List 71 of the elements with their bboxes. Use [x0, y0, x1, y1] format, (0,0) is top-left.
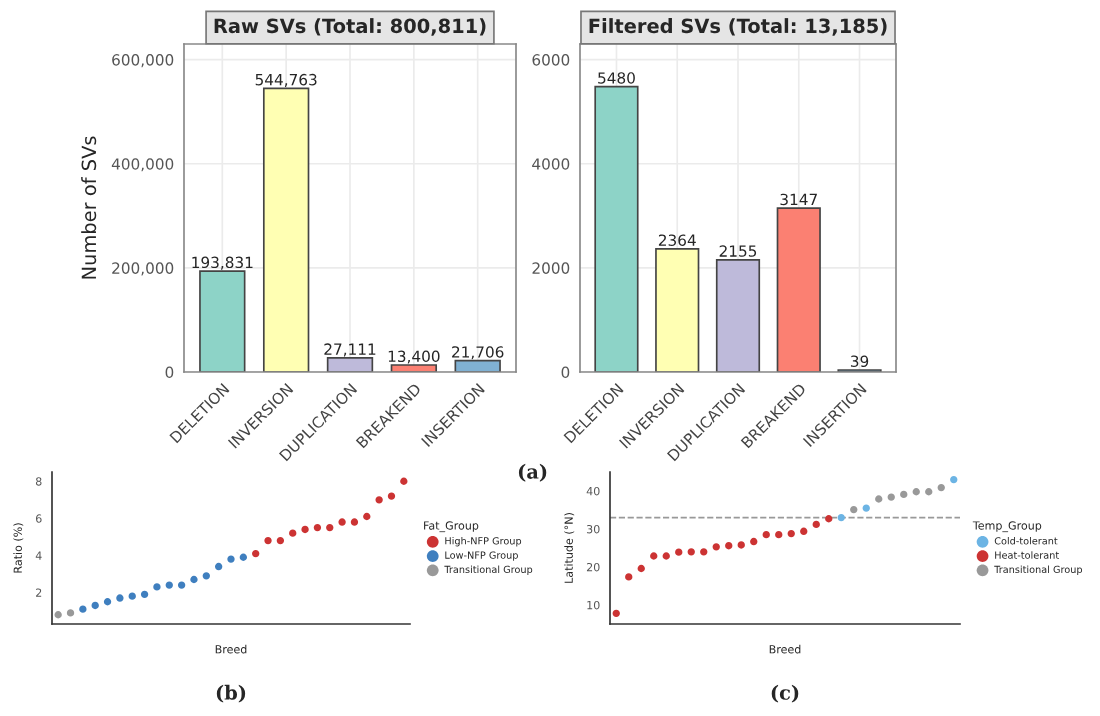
point — [79, 605, 87, 613]
point — [54, 611, 62, 619]
point — [103, 598, 112, 606]
point — [900, 490, 908, 499]
point — [140, 590, 149, 599]
bar — [594, 85, 639, 372]
point — [91, 601, 99, 610]
point — [165, 581, 173, 589]
chart-title: Filtered SVs (Total: 13,185) — [589, 18, 887, 36]
point — [214, 562, 223, 571]
text: (a) — [518, 463, 547, 482]
point — [239, 553, 248, 561]
point — [612, 609, 620, 618]
point — [350, 518, 359, 526]
bar — [655, 248, 700, 372]
point — [202, 572, 210, 580]
point — [912, 488, 920, 496]
bar — [326, 357, 374, 372]
point — [301, 525, 309, 534]
point — [313, 523, 322, 532]
point — [264, 536, 272, 545]
point — [787, 529, 795, 538]
point — [190, 575, 198, 584]
bar — [454, 359, 501, 372]
point — [252, 549, 260, 558]
point — [687, 548, 695, 556]
point — [363, 512, 371, 521]
point — [128, 592, 136, 600]
point — [675, 548, 683, 556]
point — [227, 555, 235, 563]
point — [925, 488, 933, 496]
point — [289, 529, 297, 537]
bar — [262, 87, 310, 372]
point — [375, 496, 383, 504]
point — [116, 594, 124, 602]
point — [177, 581, 186, 589]
text: (b) — [216, 684, 246, 703]
point — [276, 536, 285, 545]
point — [338, 518, 346, 526]
point — [66, 609, 75, 617]
point — [800, 527, 808, 535]
point — [862, 504, 870, 512]
point — [637, 564, 645, 573]
point — [387, 492, 396, 500]
y-axis-title: Number of SVs — [81, 136, 97, 279]
point — [153, 583, 161, 591]
point — [750, 537, 758, 546]
point — [650, 552, 658, 560]
point — [837, 513, 845, 522]
bar — [199, 270, 246, 372]
point — [326, 523, 334, 532]
chart-title: Raw SVs (Total: 800,811) — [214, 18, 486, 36]
point — [400, 477, 408, 485]
point — [775, 531, 783, 539]
bar — [776, 207, 821, 372]
point — [950, 475, 958, 484]
point — [937, 483, 945, 492]
point — [712, 543, 720, 551]
point — [625, 573, 633, 581]
point — [812, 520, 820, 529]
point — [762, 531, 770, 539]
point — [725, 542, 733, 550]
point — [700, 548, 708, 556]
text: (c) — [771, 684, 799, 703]
point — [850, 505, 858, 514]
point — [737, 541, 745, 549]
point — [887, 493, 895, 501]
point — [825, 515, 833, 523]
point — [875, 495, 883, 503]
point — [662, 552, 670, 560]
bar — [715, 258, 761, 372]
